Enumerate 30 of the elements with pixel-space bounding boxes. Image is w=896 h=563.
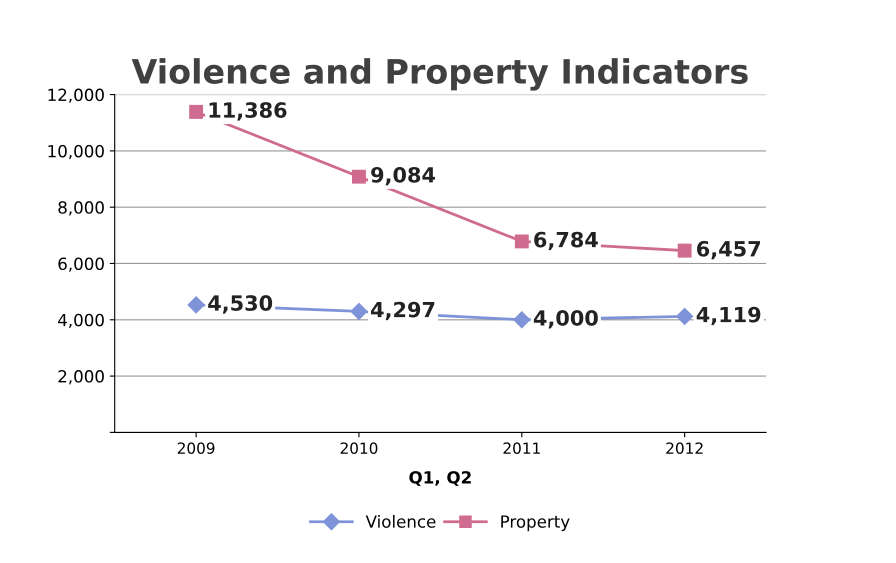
x-tick-label: 2010: [340, 442, 378, 454]
point: [514, 234, 529, 248]
y-tick-label: 10,000: [48, 144, 104, 160]
y-tick-label: 8,000: [58, 201, 104, 216]
y-tick-label: 4,000: [58, 314, 104, 328]
point: [352, 170, 366, 184]
point: [189, 104, 204, 119]
y-tick-label: 12,000: [48, 88, 104, 103]
x-axis-title: Q1, Q2: [409, 471, 471, 486]
data-label: 11,386: [210, 102, 286, 121]
data-label: 6,784: [534, 232, 598, 250]
point: [676, 308, 694, 325]
data-label: 4,000: [534, 310, 598, 328]
data-label: 4,119: [696, 306, 760, 326]
data-label: 4,297: [371, 302, 434, 320]
point: [350, 302, 368, 320]
legend-label: Violence: [366, 514, 436, 528]
y-tick-label: 6,000: [58, 257, 104, 272]
legend-label: Property: [501, 515, 570, 532]
point: [188, 296, 205, 314]
data-label: 9,084: [371, 166, 436, 186]
data-label: 6,457: [697, 240, 760, 260]
point: [513, 311, 530, 328]
data-label: 4,530: [208, 295, 272, 314]
point: [678, 244, 692, 258]
y-tick-label: 2,000: [58, 370, 104, 384]
x-tick-label: 2011: [503, 442, 540, 454]
x-tick-label: 2009: [178, 442, 214, 454]
x-tick-label: 2012: [666, 442, 703, 454]
chart-title: Violence and Property Indicators: [132, 58, 748, 91]
